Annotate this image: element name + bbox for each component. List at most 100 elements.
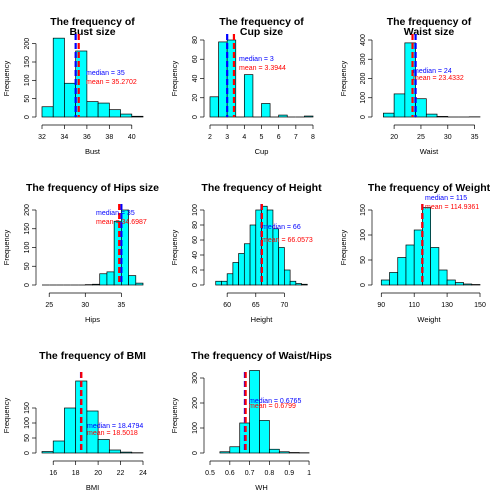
- histogram-bar: [414, 230, 422, 285]
- x-axis-label: Waist: [420, 147, 439, 156]
- mean-annotation: mean = 23.4332: [413, 75, 464, 82]
- median-annotation: median = 3: [239, 56, 274, 63]
- mean-annotation: mean = 66.0573: [262, 237, 313, 244]
- chart-title: Waist size: [404, 26, 455, 38]
- histogram-bar: [227, 40, 236, 117]
- x-tick-label: 4: [242, 134, 246, 141]
- x-tick-label: 1: [307, 470, 311, 477]
- y-axis-label: Frequency: [2, 230, 11, 266]
- histogram-bar: [221, 281, 227, 285]
- histogram-bar: [455, 283, 463, 286]
- x-tick-label: 110: [409, 302, 420, 309]
- y-tick-label: 100: [192, 422, 199, 434]
- x-tick-label: 25: [417, 134, 425, 141]
- y-tick-label: 0: [360, 115, 367, 119]
- y-tick-label: 150: [24, 223, 31, 235]
- histogram-bar: [302, 284, 308, 285]
- histogram-bar: [244, 244, 250, 285]
- y-axis-label: Frequency: [339, 230, 348, 266]
- histogram-bar: [262, 104, 271, 117]
- x-tick-label: 30: [81, 302, 89, 309]
- y-axis-label: Frequency: [2, 61, 11, 97]
- y-tick-label: 100: [192, 204, 199, 216]
- panel-height: The frequency of Height60 65 7002040608010…: [170, 182, 322, 324]
- median-annotation: median = 35: [96, 210, 135, 217]
- histogram-bar: [109, 110, 120, 117]
- histogram-bar: [422, 208, 430, 286]
- y-tick-label: 100: [360, 92, 367, 104]
- histogram-bar: [269, 449, 279, 453]
- histogram-bar: [250, 225, 256, 285]
- histogram-bar: [394, 94, 405, 117]
- mean-annotation: mean = 18.5018: [87, 430, 138, 437]
- histogram-bar: [439, 270, 447, 285]
- histogram-bar: [64, 408, 75, 453]
- histogram-bar: [406, 245, 414, 285]
- y-tick-label: 300: [360, 53, 367, 65]
- y-tick-label: 0: [192, 115, 199, 119]
- histogram-bar: [279, 248, 285, 286]
- x-tick-label: 35: [117, 302, 125, 309]
- histogram-bar: [289, 453, 299, 454]
- mean-annotation: mean = 114.9361: [425, 204, 479, 211]
- x-tick-label: 16: [49, 470, 57, 477]
- histogram-bar: [53, 441, 64, 453]
- x-tick-label: 32: [38, 134, 46, 141]
- histogram-bar: [472, 285, 480, 286]
- x-tick-label: 34: [61, 134, 69, 141]
- histogram-bar: [431, 248, 439, 286]
- y-tick-label: 100: [24, 242, 31, 254]
- histogram-bar: [227, 274, 233, 285]
- x-tick-label: 60: [223, 302, 231, 309]
- histogram-bar: [250, 371, 260, 454]
- histogram-bar: [256, 210, 262, 285]
- histogram-bar: [279, 115, 288, 117]
- y-tick-label: 0: [192, 283, 199, 287]
- panel-cup: The frequency ofCup size2 3 4 5 6 7 8020406080…: [170, 16, 315, 156]
- histogram-bar: [230, 447, 240, 453]
- histogram-bar: [98, 440, 109, 454]
- y-tick-label: 50: [360, 256, 367, 264]
- y-tick-label: 200: [24, 38, 31, 50]
- x-tick-label: 130: [441, 302, 453, 309]
- histogram-bar: [239, 254, 245, 286]
- histogram-bar: [284, 270, 290, 285]
- x-tick-label: 7: [294, 134, 298, 141]
- panel-wh: The frequency of Waist/Hips 0.5 0.6 0.7 0.8 0…: [170, 350, 332, 492]
- y-tick-label: 40: [192, 75, 199, 83]
- y-tick-label: 150: [24, 402, 31, 414]
- x-tick-label: 0.8: [265, 470, 275, 477]
- histogram-bar: [87, 102, 98, 117]
- x-tick-label: 6: [277, 134, 281, 141]
- chart-title: The frequency of BMI: [39, 350, 146, 362]
- histogram-bar: [220, 452, 230, 453]
- histogram-bar: [296, 284, 302, 286]
- histogram-bar: [244, 75, 253, 117]
- x-tick-label: 20: [390, 134, 398, 141]
- panel-hips: The frequency of Hips size25 30 3505010015…: [2, 182, 159, 324]
- histogram-bar: [121, 114, 132, 117]
- chart-title: The frequency of Height: [201, 182, 322, 194]
- x-axis-label: WH: [255, 483, 268, 492]
- y-axis-label: Frequency: [170, 398, 179, 434]
- mean-annotation: mean = 3.3944: [239, 65, 286, 72]
- histogram-bar: [437, 116, 448, 117]
- x-axis-label: Cup: [255, 147, 269, 156]
- x-tick-label: 8: [311, 134, 315, 141]
- mean-annotation: mean = 34.6987: [96, 219, 147, 226]
- x-tick-label: 36: [83, 134, 91, 141]
- histogram-bar: [383, 113, 394, 117]
- x-tick-label: 0.5: [205, 470, 215, 477]
- x-tick-label: 20: [94, 470, 102, 477]
- mean-annotation: mean = 35.2702: [86, 79, 137, 86]
- x-tick-label: 65: [252, 302, 260, 309]
- histogram-bar: [129, 276, 136, 285]
- x-tick-label: 30: [444, 134, 452, 141]
- chart-title: The frequency of Weight: [368, 182, 491, 194]
- x-tick-label: 38: [105, 134, 113, 141]
- histogram-bar: [100, 274, 107, 285]
- histogram-bar: [304, 116, 313, 117]
- y-tick-label: 100: [24, 74, 31, 86]
